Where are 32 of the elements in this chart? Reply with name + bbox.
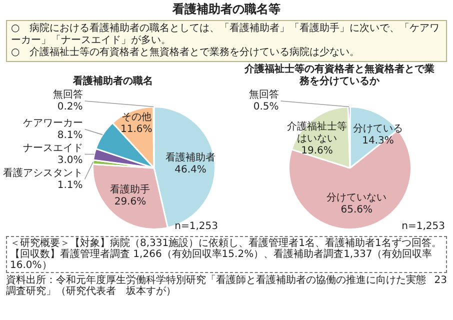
slice-label: 無回答 — [52, 88, 83, 101]
slice-label: ナースエイド — [22, 142, 83, 154]
text: ＜研究概要＞【対象】病院（8,331施設）に依頼し、看護管理者1名、看護補助者1名ずつ回答。【回収数】看護管理者調査 1,266（有効回収率15.2%）、看護補助者調査1,337（有効回収率16.0%） — [6, 236, 447, 273]
slice-label: 看護アシスタント — [2, 166, 83, 179]
chart-title: 介護福祉士等の有資格者と無資格者とで業務を分けているか — [244, 62, 436, 88]
text: ○ 病院における看護補助者の職名としては、「看護補助者」「看護助手」に次いで、「ケアワーカー」「ナースエイド」が多い。 — [11, 23, 441, 46]
data-label: 19.6% — [301, 145, 333, 156]
data-label: 0.2% — [57, 102, 83, 113]
chart-title: 看護補助者の職名 — [72, 74, 154, 88]
slice-label: 看護助手 — [110, 184, 150, 196]
data-label: 8.1% — [57, 130, 83, 141]
slice-label: 看護補助者 — [166, 151, 216, 164]
data-label: 65.6% — [340, 204, 373, 216]
data-label: 29.6% — [114, 196, 146, 208]
text: n=1,253 — [174, 221, 218, 232]
slice-label: 分けている — [353, 122, 403, 134]
slice-label: その他 — [121, 111, 152, 124]
slice-label: ケアワーカー — [22, 118, 83, 129]
data-label: 0.5% — [253, 102, 279, 113]
text: 看護補助者の職名等 — [171, 2, 282, 17]
data-label: 14.3% — [362, 135, 394, 146]
text: ○ 介護福祉士等の有資格者と無資格者とで業務を分けている病院は少ない。 — [11, 47, 361, 59]
text: 資料出所：令和元年度厚生労働科学特別研究「看護師と看護補助者の協働の推進に向けた実態調査研究」（研究代表者 坂本すが） — [6, 275, 427, 297]
data-label: 1.1% — [57, 180, 83, 191]
slice-label: 無回答 — [248, 88, 279, 101]
data-label: 46.4% — [174, 164, 206, 176]
text: 23 — [434, 275, 447, 288]
slice-label: 介護福祉士等はいない — [287, 120, 347, 144]
data-label: 3.0% — [57, 154, 83, 166]
data-label: 11.6% — [120, 124, 152, 136]
text: n=1,253 — [402, 221, 445, 232]
slice-label: 分けていない — [326, 192, 387, 204]
